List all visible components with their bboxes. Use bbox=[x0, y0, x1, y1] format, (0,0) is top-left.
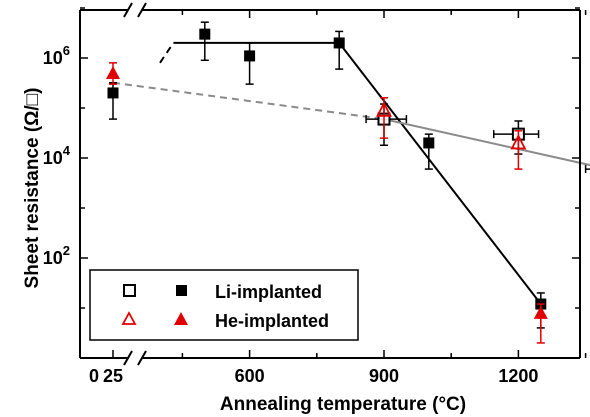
open-fit-solid bbox=[383, 118, 590, 167]
legend-marker-he-filled bbox=[174, 312, 188, 325]
point-li_filled bbox=[199, 28, 211, 40]
legend-label-he: He-implanted bbox=[215, 311, 329, 331]
point-li_filled bbox=[423, 137, 435, 149]
axes: 102 104 106 0 25 600 900 1200 bbox=[43, 2, 587, 386]
legend-marker-li-open bbox=[123, 284, 136, 297]
point-li_filled bbox=[333, 37, 345, 49]
axis-break-mark bbox=[123, 350, 133, 366]
x-tick-label: 1200 bbox=[498, 366, 538, 386]
x-tick-label: 0 bbox=[89, 366, 99, 386]
x-tick-label: 25 bbox=[103, 366, 123, 386]
legend: Li-implanted He-implanted bbox=[89, 269, 359, 341]
legend-marker-li-filled bbox=[176, 285, 187, 296]
fit-lines bbox=[112, 41, 590, 305]
open-fit-dashed bbox=[112, 81, 385, 121]
point-he_filled bbox=[533, 305, 548, 319]
y-axis-title: Sheet resistance (Ω/□) bbox=[22, 88, 43, 289]
point-li_filled bbox=[107, 87, 119, 99]
y-tick-label: 102 bbox=[43, 243, 70, 268]
legend-marker-he-open bbox=[121, 311, 137, 325]
point-he_open bbox=[376, 101, 392, 117]
axis-break-mark bbox=[123, 2, 133, 18]
data-points bbox=[106, 21, 590, 344]
point-he_filled bbox=[106, 66, 120, 80]
y-tick-label: 104 bbox=[43, 143, 71, 168]
x-tick-label: 900 bbox=[369, 366, 399, 386]
legend-label-li: Li-implanted bbox=[215, 282, 322, 302]
point-he_open bbox=[510, 133, 527, 150]
x-axis-title: Annealing temperature (°C) bbox=[220, 394, 466, 415]
li-fit-solid bbox=[173, 41, 542, 305]
x-tick-label: 600 bbox=[235, 366, 265, 386]
axis-break-mark bbox=[137, 2, 147, 18]
y-tick-label: 106 bbox=[43, 43, 70, 68]
axis-break-mark bbox=[137, 350, 147, 366]
legend-box bbox=[89, 269, 359, 341]
point-li_filled bbox=[244, 50, 256, 62]
li-fit-dashed bbox=[159, 42, 175, 64]
